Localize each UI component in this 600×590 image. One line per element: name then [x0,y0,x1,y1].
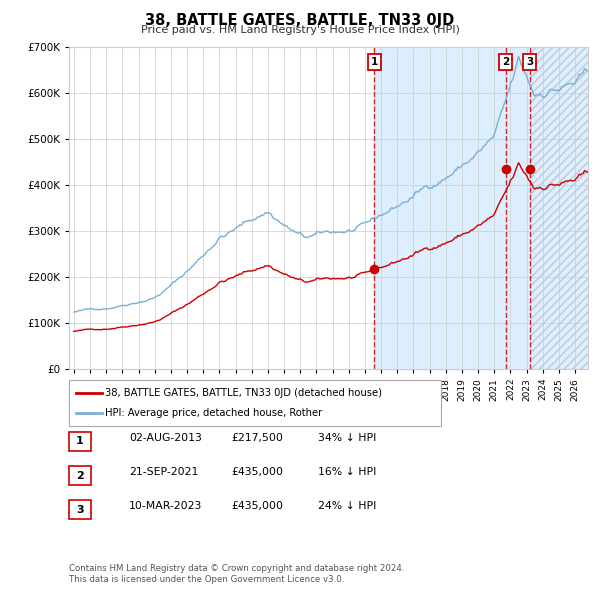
Text: 3: 3 [76,505,83,515]
Text: £217,500: £217,500 [231,433,283,442]
Text: 1: 1 [76,437,83,447]
Text: 3: 3 [526,57,533,67]
Text: 10-MAR-2023: 10-MAR-2023 [129,502,202,511]
Bar [374,47,588,369]
Text: 2: 2 [502,57,509,67]
Text: £435,000: £435,000 [231,502,283,511]
Text: 2: 2 [76,471,83,481]
Text: 1: 1 [371,57,378,67]
Text: 16% ↓ HPI: 16% ↓ HPI [318,467,376,477]
Text: HPI: Average price, detached house, Rother: HPI: Average price, detached house, Roth… [105,408,322,418]
Text: Price paid vs. HM Land Registry's House Price Index (HPI): Price paid vs. HM Land Registry's House … [140,25,460,35]
Text: 38, BATTLE GATES, BATTLE, TN33 0JD: 38, BATTLE GATES, BATTLE, TN33 0JD [145,13,455,28]
Text: 34% ↓ HPI: 34% ↓ HPI [318,433,376,442]
Text: 02-AUG-2013: 02-AUG-2013 [129,433,202,442]
Text: Contains HM Land Registry data © Crown copyright and database right 2024.: Contains HM Land Registry data © Crown c… [69,565,404,573]
Text: 38, BATTLE GATES, BATTLE, TN33 0JD (detached house): 38, BATTLE GATES, BATTLE, TN33 0JD (deta… [105,388,382,398]
Text: £435,000: £435,000 [231,467,283,477]
Text: This data is licensed under the Open Government Licence v3.0.: This data is licensed under the Open Gov… [69,575,344,584]
Text: 21-SEP-2021: 21-SEP-2021 [129,467,199,477]
Bar [530,47,588,369]
Text: 24% ↓ HPI: 24% ↓ HPI [318,502,376,511]
